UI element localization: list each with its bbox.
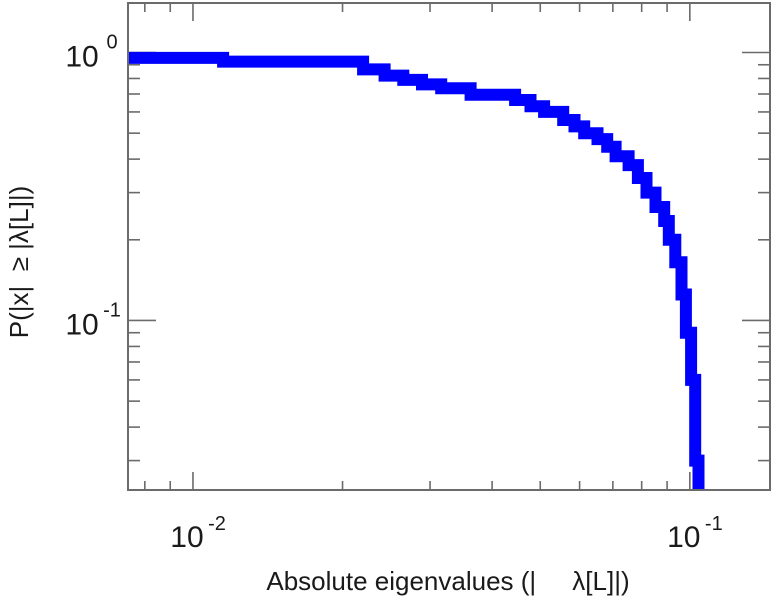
- x-axis-label: Absolute eigenvalues (| λ[L]|): [266, 566, 629, 596]
- y-tick-label: 10: [65, 40, 98, 73]
- y-tick-label-exponent: -1: [103, 299, 121, 321]
- plot-frame: [127, 2, 771, 491]
- minor-ticks: [128, 3, 770, 490]
- y-tick-label-exponent: 0: [106, 31, 117, 53]
- x-tick-label: 10: [667, 521, 700, 554]
- x-tick-label-exponent: -2: [208, 513, 226, 535]
- data-series-line: [128, 51, 705, 490]
- x-tick-label-exponent: -1: [705, 513, 723, 535]
- x-tick-label: 10: [170, 521, 203, 554]
- y-axis-label: P(|x| ≥ |λ[L]|): [4, 186, 34, 339]
- y-tick-label: 10: [65, 308, 98, 341]
- x-tick-labels: 10 -2 10 -1: [170, 513, 722, 554]
